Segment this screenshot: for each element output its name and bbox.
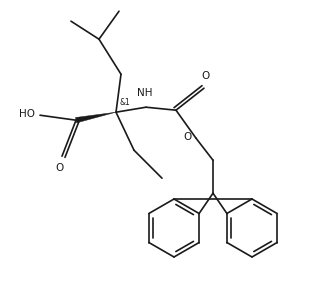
Text: NH: NH xyxy=(137,88,153,98)
Text: &1: &1 xyxy=(120,98,131,107)
Polygon shape xyxy=(75,112,116,123)
Text: O: O xyxy=(55,163,63,173)
Text: O: O xyxy=(184,132,192,142)
Text: HO: HO xyxy=(19,109,35,119)
Text: O: O xyxy=(202,71,210,81)
